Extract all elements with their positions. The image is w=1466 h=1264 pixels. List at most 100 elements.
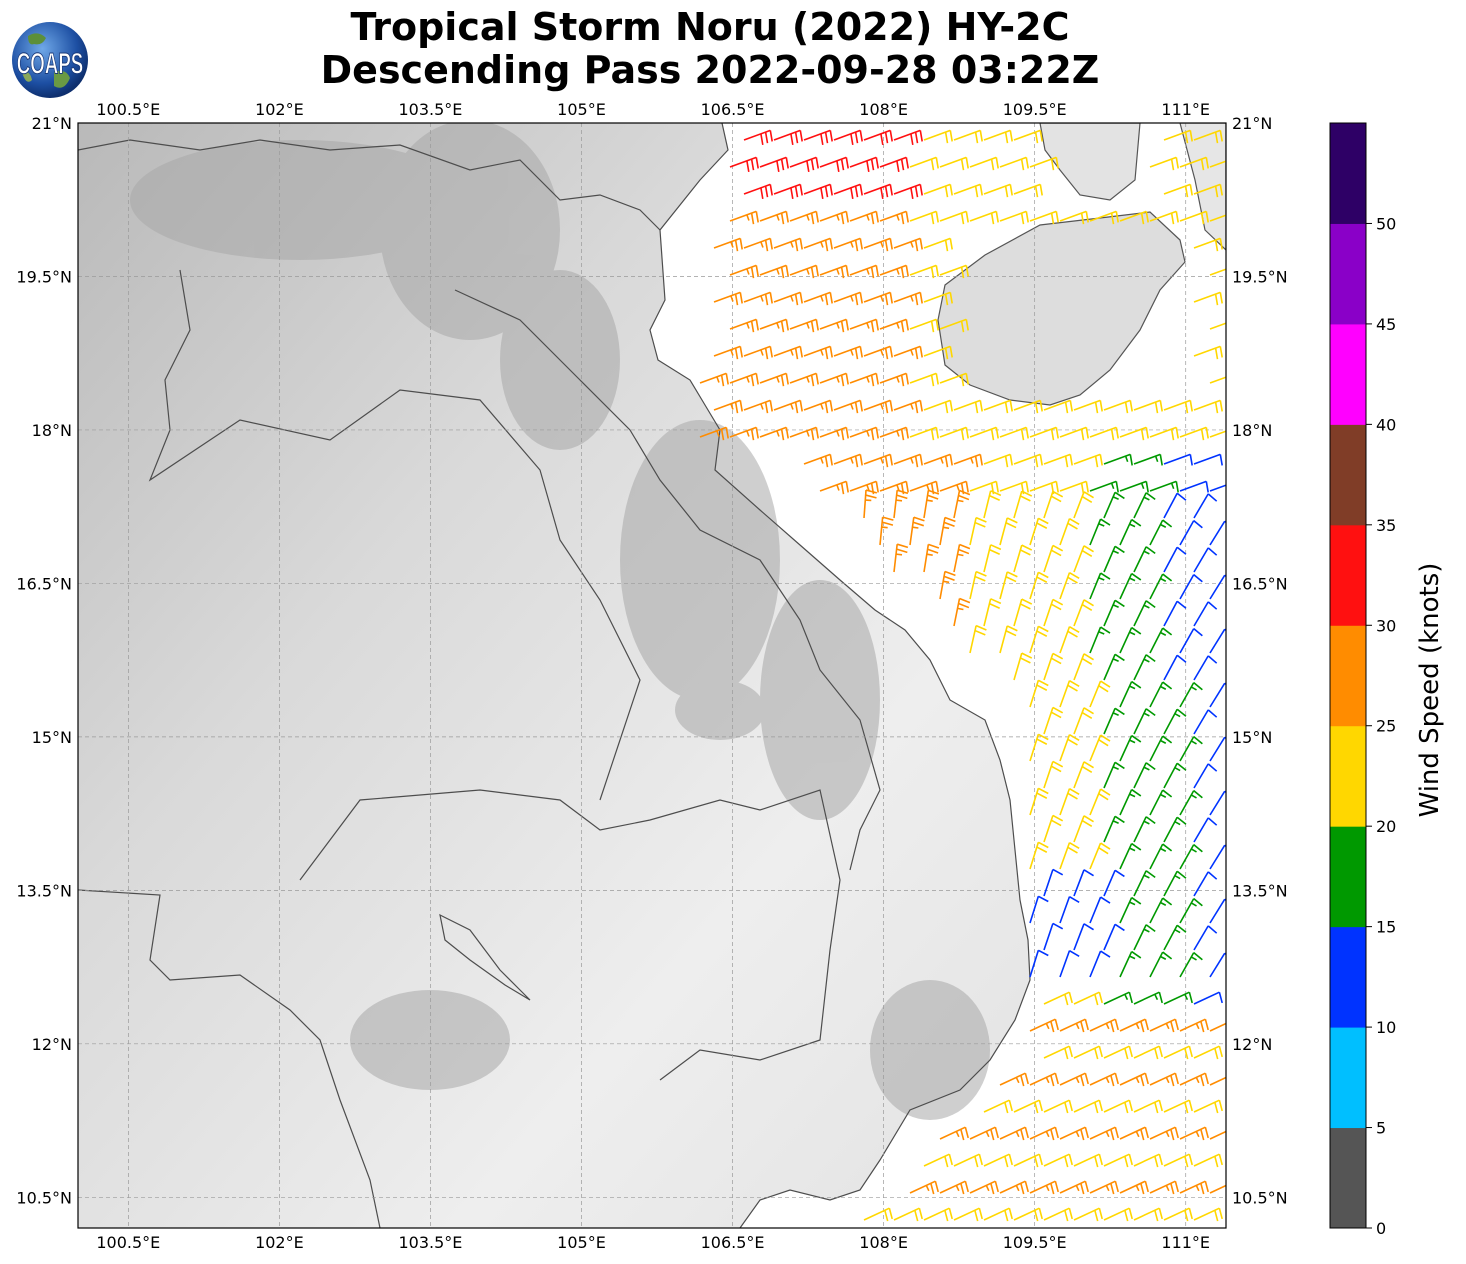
wind-barb-304 [1103, 923, 1125, 951]
wind-barb-265 [1103, 761, 1125, 789]
lon-tick-labels-bottom: 100.5°E 102°E 103.5°E 105°E 106.5°E 108°E 109.… [96, 1233, 1210, 1252]
wind-barb-221 [1043, 598, 1064, 627]
wind-barb-40 [789, 210, 819, 225]
wind-barb-77 [833, 291, 863, 306]
wind-barb-375 [1059, 1180, 1089, 1195]
wind-barb-287 [1179, 843, 1203, 870]
wind-barb-356 [1119, 1126, 1149, 1141]
wind-barb-217 [1209, 574, 1226, 600]
wind-barb-336 [1059, 1072, 1089, 1087]
wind-barb-19 [939, 156, 969, 171]
wind-barb-383 [923, 1207, 953, 1222]
wind-barb-309 [1059, 949, 1080, 978]
wind-barb-70 [909, 264, 939, 279]
wind-barb-129 [759, 426, 789, 441]
wind-barb-371 [939, 1180, 969, 1195]
wind-barb-121 [1043, 399, 1073, 414]
wind-barb-154 [1073, 453, 1103, 468]
lon-tick-bottom-6: 109.5°E [1003, 1233, 1067, 1252]
wind-barb-134 [909, 426, 939, 441]
wind-barb-295 [1029, 895, 1049, 924]
wind-barb-261 [1179, 735, 1203, 762]
wind-barb-199 [953, 543, 971, 573]
wind-barb-74 [743, 291, 773, 306]
wind-barb-149 [923, 453, 953, 468]
wind-barb-92 [743, 345, 773, 360]
wind-barb-358 [1179, 1126, 1209, 1141]
wind-barb-224 [1133, 600, 1156, 627]
wind-barb-320 [1193, 991, 1223, 1005]
wind-barb-384 [953, 1207, 983, 1222]
wind-barb-349 [1193, 1099, 1223, 1114]
lon-tick-top-0: 100.5°E [96, 100, 160, 119]
wind-barb-75 [773, 291, 803, 306]
wind-barb-257 [1059, 733, 1080, 762]
wind-barb-382 [893, 1207, 923, 1222]
wind-barb-272 [1119, 788, 1142, 816]
wind-barb-267 [1163, 762, 1187, 789]
lon-tick-bottom-3: 105°E [557, 1233, 606, 1252]
wind-barb-205 [1133, 546, 1156, 573]
wind-barb-196 [1209, 520, 1226, 546]
colorbar-segment-7 [1330, 424, 1366, 526]
wind-barb-0 [743, 129, 773, 145]
wind-barb-211 [1029, 571, 1049, 600]
colorbar-segment-1 [1330, 1027, 1366, 1129]
wind-barb-97 [893, 345, 923, 360]
wind-barb-271 [1089, 788, 1111, 816]
wind-barb-258 [1089, 734, 1111, 762]
wind-barb-31 [893, 183, 923, 199]
wind-barb-388 [1073, 1207, 1103, 1222]
wind-barb-81 [1193, 291, 1223, 306]
wind-barb-203 [1073, 545, 1094, 573]
wind-barb-20 [969, 156, 999, 171]
wind-barb-305 [1133, 924, 1156, 951]
lon-tick-bottom-4: 106.5°E [701, 1233, 765, 1252]
wind-barb-38 [729, 210, 759, 225]
wind-barb-32 [923, 183, 953, 198]
wind-barb-373 [999, 1180, 1029, 1195]
wind-barbs [699, 129, 1226, 1222]
wind-barb-198 [923, 543, 940, 573]
title-line-2: Descending Pass 2022-09-28 03:22Z [320, 48, 1100, 92]
wind-barb-158 [1193, 453, 1223, 466]
wind-barb-319 [1163, 991, 1193, 1005]
wind-barb-235 [1209, 628, 1226, 654]
wind-barb-88 [909, 318, 939, 333]
wind-barb-380 [1209, 1184, 1226, 1194]
lat-tick-left-5: 13.5°N [16, 881, 72, 900]
wind-barb-377 [1119, 1180, 1149, 1195]
wind-barb-63 [1193, 237, 1223, 252]
wind-barb-127 [699, 426, 729, 441]
lon-tick-bottom-7: 111°E [1161, 1233, 1210, 1252]
lon-tick-bottom-1: 102°E [255, 1233, 304, 1252]
wind-barb-368 [1163, 1153, 1193, 1168]
wind-barb-27 [773, 183, 803, 199]
wind-barb-222 [1073, 599, 1094, 627]
logo-text: COAPS [17, 47, 84, 81]
wind-barb-144 [1209, 430, 1226, 438]
wind-barb-194 [1149, 519, 1173, 546]
wind-barb-72 [1209, 268, 1226, 276]
wind-barb-13 [759, 156, 789, 172]
lon-tick-top-2: 103.5°E [398, 100, 462, 119]
wind-barb-230 [1059, 625, 1080, 654]
wind-barb-130 [789, 426, 819, 441]
wind-barb-317 [1103, 991, 1133, 1005]
wind-barb-315 [1043, 991, 1073, 1006]
wind-barb-55 [713, 237, 743, 252]
wind-barb-326 [1179, 1018, 1209, 1033]
wind-barb-87 [879, 318, 909, 333]
wind-barb-208 [939, 570, 956, 600]
wind-barb-223 [1103, 599, 1125, 627]
wind-barb-370 [909, 1180, 939, 1195]
wind-barb-324 [1119, 1018, 1149, 1033]
colorbar-segment-10 [1330, 123, 1366, 224]
wind-barb-298 [1119, 896, 1142, 924]
wind-barb-355 [1089, 1126, 1119, 1141]
wind-barb-256 [1029, 733, 1049, 762]
leizhou-peninsula [1039, 123, 1141, 201]
wind-barb-51 [1119, 210, 1149, 225]
lat-tick-left-7: 10.5°N [16, 1188, 72, 1207]
lat-tick-left-4: 15°N [32, 728, 72, 747]
